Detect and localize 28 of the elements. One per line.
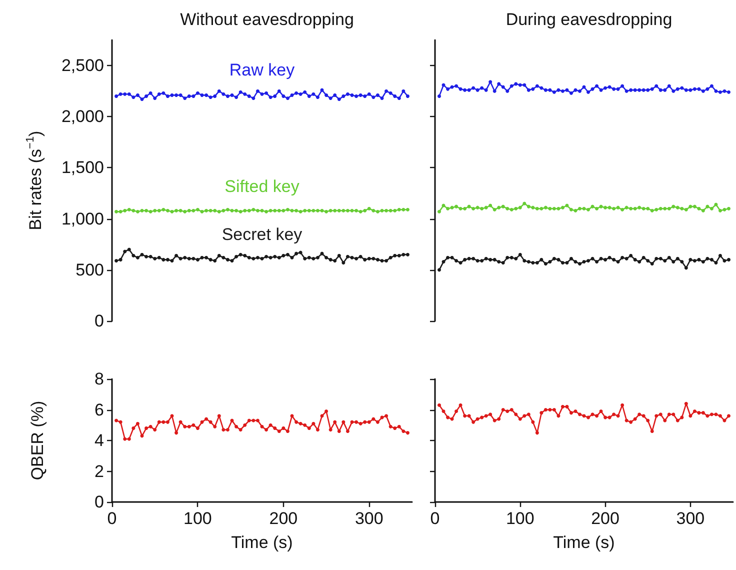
chart-title: Without eavesdropping bbox=[180, 10, 354, 29]
x-tick-label: 0 bbox=[430, 509, 440, 528]
y-tick-label: 2,000 bbox=[61, 107, 104, 126]
x-tick-label: 300 bbox=[354, 509, 384, 528]
chart-title: During eavesdropping bbox=[506, 10, 672, 29]
y-tick-label: 1,500 bbox=[61, 158, 104, 178]
x-tick-label: 100 bbox=[506, 509, 534, 528]
y-tick-label: 0 bbox=[94, 492, 104, 512]
x-axis-title: Time (s) bbox=[231, 533, 293, 552]
x-tick-label: 200 bbox=[269, 509, 298, 528]
y-axis-title: QBER (%) bbox=[28, 400, 47, 480]
x-tick-label: 0 bbox=[107, 509, 117, 528]
y-tick-label: 8 bbox=[94, 370, 104, 388]
y-tick-label: 2,500 bbox=[61, 56, 104, 76]
y-tick-label: 4 bbox=[94, 431, 104, 450]
y-tick-label: 2 bbox=[94, 462, 104, 481]
x-tick-label: 200 bbox=[591, 509, 620, 528]
x-axis-title: Time (s) bbox=[553, 533, 615, 552]
x-tick-label: 100 bbox=[184, 509, 212, 528]
y-tick-label: 500 bbox=[76, 260, 104, 280]
y-tick-label: 0 bbox=[94, 312, 104, 330]
y-tick-label: 1,000 bbox=[61, 209, 104, 228]
series-label: Raw key bbox=[229, 60, 296, 80]
series-label: Sifted key bbox=[224, 176, 300, 196]
y-axis-title: Bit rates (s−1) bbox=[24, 130, 45, 230]
series-label: Secret key bbox=[222, 224, 303, 244]
y-tick-label: 6 bbox=[94, 400, 104, 420]
x-tick-label: 300 bbox=[676, 509, 705, 528]
